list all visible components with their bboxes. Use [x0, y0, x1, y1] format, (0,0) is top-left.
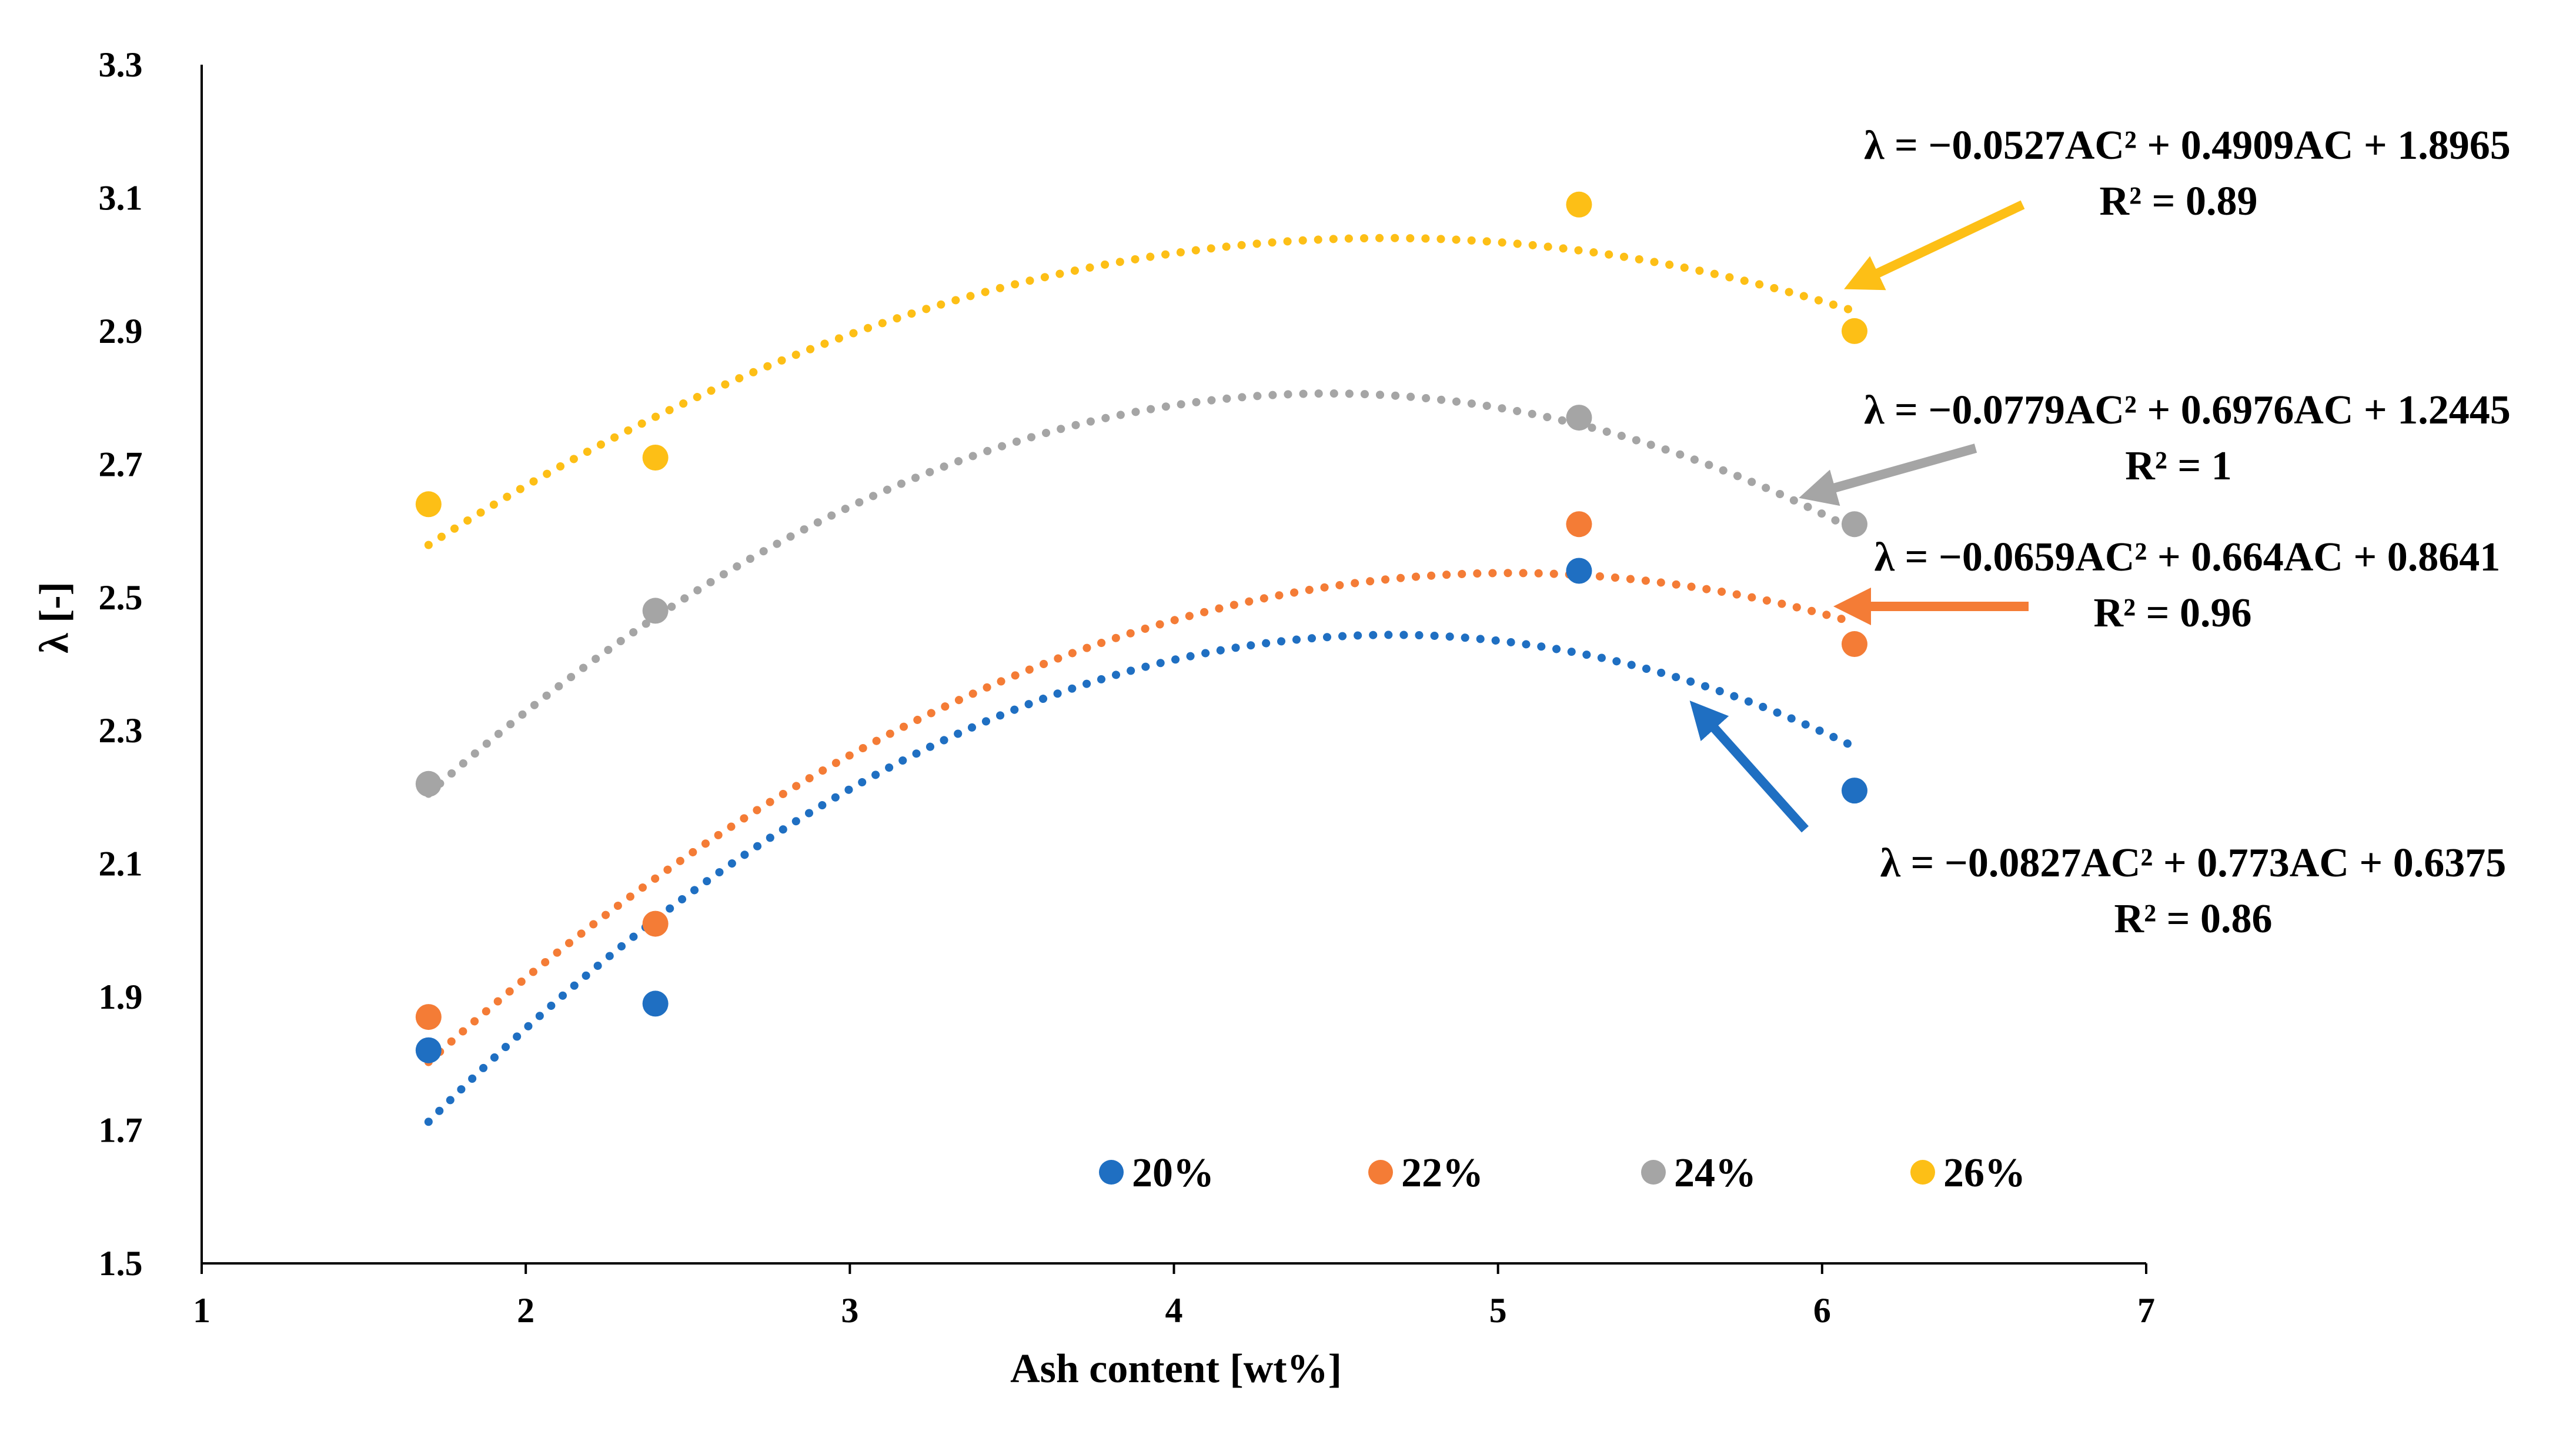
legend: 20% 22% 24% 26% [1099, 1150, 2026, 1196]
legend-marker-20 [1099, 1160, 1124, 1185]
y-tick-label: 2.9 [99, 312, 143, 351]
y-tick-label: 3.1 [99, 178, 143, 217]
data-point-20 [1566, 558, 1592, 584]
r2-26: R² = 0.89 [2100, 179, 2258, 224]
r2-20: R² = 0.86 [2114, 896, 2273, 942]
x-tick-label: 7 [2137, 1291, 2155, 1330]
y-tick-label: 1.7 [99, 1111, 143, 1150]
data-point-20 [415, 1037, 442, 1063]
y-axis-title: λ [-] [32, 582, 77, 653]
data-point-26 [1841, 318, 1867, 344]
equation-20: λ = −0.0827AC² + 0.773AC + 0.6375 [1880, 840, 2507, 886]
arrow-26 [1844, 200, 2025, 291]
y-tick-label: 3.3 [99, 45, 143, 84]
data-point-24 [1566, 405, 1592, 431]
y-tick-label: 2.5 [99, 578, 143, 617]
trendline-22 [424, 569, 1859, 1066]
legend-label-22: 22% [1401, 1150, 1484, 1196]
equation-26: λ = −0.0527AC² + 0.4909AC + 1.8965 [1864, 123, 2511, 168]
data-point-26 [642, 445, 669, 471]
data-point-24 [1841, 511, 1867, 538]
r2-22: R² = 0.96 [2094, 591, 2252, 636]
x-tick-label: 6 [1813, 1291, 1831, 1330]
data-point-26 [1566, 191, 1592, 218]
data-point-20 [642, 990, 669, 1017]
x-tick-label: 5 [1489, 1291, 1507, 1330]
trendline-26 [424, 234, 1859, 549]
data-point-26 [415, 491, 442, 518]
arrow-20 [1689, 701, 1809, 833]
x-tick-label: 3 [841, 1291, 858, 1330]
legend-marker-22 [1368, 1160, 1393, 1185]
data-point-24 [642, 598, 669, 624]
data-point-20 [1841, 778, 1867, 804]
legend-label-26: 26% [1943, 1150, 2026, 1196]
arrow-24 [1799, 443, 1977, 506]
equation-22: λ = −0.0659AC² + 0.664AC + 0.8641 [1875, 535, 2501, 580]
x-axis-title: Ash content [wt%] [1010, 1346, 1342, 1392]
x-tick-label: 2 [517, 1291, 534, 1330]
equation-24: λ = −0.0779AC² + 0.6976AC + 1.2445 [1864, 388, 2511, 433]
x-tick-label: 1 [193, 1291, 211, 1330]
legend-marker-26 [1910, 1160, 1935, 1185]
data-point-22 [1566, 511, 1592, 538]
legend-marker-24 [1641, 1160, 1666, 1185]
r2-24: R² = 1 [2125, 443, 2231, 489]
x-tick-label: 4 [1165, 1291, 1183, 1330]
trendline-20 [424, 631, 1859, 1126]
legend-label-24: 24% [1674, 1150, 1756, 1196]
y-tick-label: 1.9 [99, 978, 143, 1016]
data-point-22 [415, 1004, 442, 1030]
y-tick-label: 1.5 [99, 1244, 143, 1283]
y-tick-label: 2.7 [99, 445, 143, 483]
y-tick-label: 2.3 [99, 711, 143, 750]
data-point-22 [1841, 631, 1867, 658]
data-point-24 [415, 770, 442, 797]
trendline-24 [424, 389, 1859, 798]
data-point-22 [642, 910, 669, 937]
legend-label-20: 20% [1132, 1150, 1214, 1196]
y-tick-label: 2.1 [99, 845, 143, 883]
